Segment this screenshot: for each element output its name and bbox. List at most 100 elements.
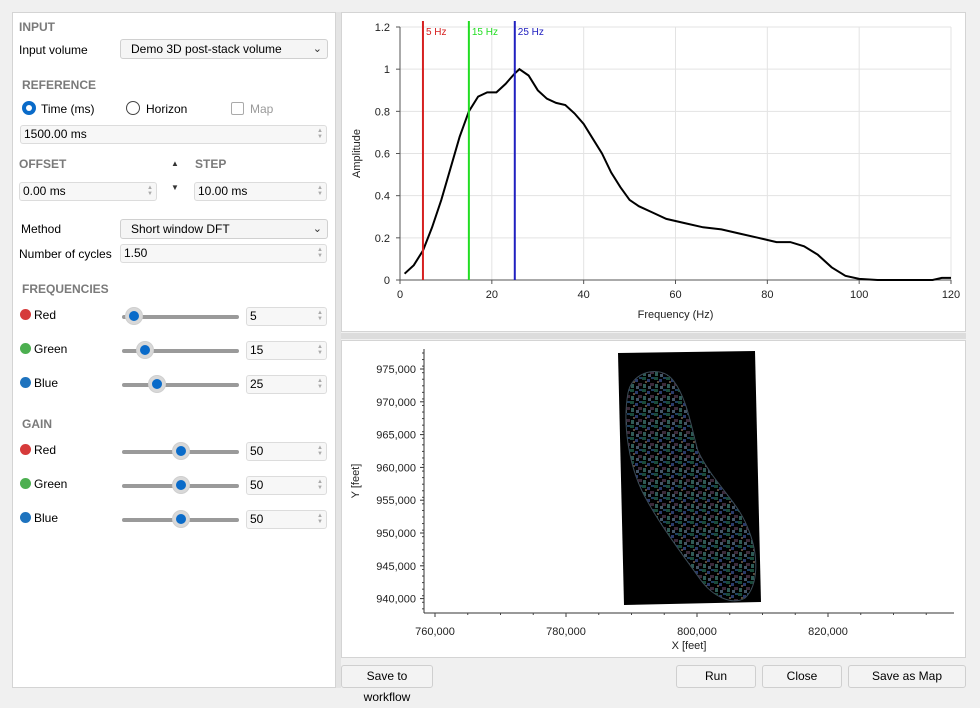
freq-blue-label: Blue [34,376,59,390]
x-tick-label: 760,000 [415,626,455,638]
y-tick-label: 1.2 [375,22,390,34]
chevron-down-icon: ⌄ [312,223,322,235]
gain-red-field[interactable]: 50 ▲ ▼ [246,442,327,461]
frequencies-section-title: FREQUENCIES [22,282,109,296]
y-tick-label: 0.2 [375,233,390,245]
arrow-up-icon[interactable]: ▲ [171,159,179,168]
reference-time-field[interactable]: 1500.00 ms ▲ ▼ [20,125,327,144]
red-dot-icon [20,309,31,320]
horizon-radio[interactable] [126,101,140,115]
blue-dot-icon [20,512,31,523]
method-value: Short window DFT [131,222,230,236]
x-tick-label: 120 [942,289,960,301]
map-checkbox[interactable] [231,102,244,115]
input-volume-label: Input volume [19,43,88,57]
spin-arrows-icon: ▲ ▼ [317,513,323,525]
chevron-down-icon: ⌄ [312,43,322,55]
freq-green-value: 15 [250,343,264,357]
save-to-workflow-button[interactable]: Save to workflow [341,665,433,704]
input-volume-select[interactable]: Demo 3D post-stack volume ⌄ [120,39,328,59]
gain-red-label: Red [34,443,57,457]
spin-arrows-icon: ▲ ▼ [317,185,323,197]
cycles-value: 1.50 [124,246,148,260]
y-tick-label: 970,000 [376,397,416,409]
green-dot-icon [20,478,31,489]
y-tick-label: 940,000 [376,594,416,606]
gain-red-value: 50 [250,444,264,458]
gain-blue-slider-thumb[interactable] [172,511,189,527]
method-select[interactable]: Short window DFT ⌄ [120,219,328,239]
gain-green-value: 50 [250,478,264,492]
offset-section-title: OFFSET [19,157,67,171]
spin-arrows-icon: ▲ ▼ [317,128,323,140]
close-button[interactable]: Close [762,665,842,688]
y-tick-label: 965,000 [376,430,416,442]
green-dot-icon [20,343,31,354]
save-as-map-button[interactable]: Save as Map [848,665,966,688]
x-tick-label: 820,000 [808,626,848,638]
reference-section-title: REFERENCE [22,78,97,92]
gain-red-slider-thumb[interactable] [172,443,189,459]
freq-green-slider-thumb[interactable] [137,342,154,358]
cycles-field[interactable]: 1.50 ▲ ▼ [120,244,327,263]
survey-amplitude-body [625,371,757,602]
map-view: 975,000 970,000 965,000 960,000 955,000 950,0… [350,349,954,652]
time-radio[interactable] [22,101,36,115]
freq-red-field[interactable]: 5 ▲ ▼ [246,307,327,326]
spin-arrows-icon: ▲ ▼ [317,378,323,390]
freq-red-slider[interactable] [122,315,239,319]
x-axis-label: X [feet] [672,640,707,652]
y-tick-label: 945,000 [376,561,416,573]
step-field[interactable]: 10.00 ms ▲ ▼ [194,182,327,201]
freq-blue-value: 25 [250,377,264,391]
x-tick-label: 40 [578,289,590,301]
offset-field[interactable]: 0.00 ms ▲ ▼ [19,182,157,201]
spin-arrows-icon: ▲ ▼ [317,344,323,356]
freq-red-label: Red [34,308,57,322]
step-value: 10.00 ms [198,184,248,198]
red-dot-icon [20,444,31,455]
x-tick-label: 0 [397,289,403,301]
y-tick-label: 960,000 [376,462,416,474]
x-tick-label: 780,000 [546,626,586,638]
spectrum-chart: 0 20 40 60 80 100 120 0 0.2 0.4 0.6 0.8 1 1.2 Frequenc… [351,21,960,321]
freq-green-slider[interactable] [122,349,239,353]
blue-dot-icon [20,377,31,388]
gain-green-slider-thumb[interactable] [172,477,189,493]
x-tick-label: 80 [761,289,773,301]
horizon-radio-label: Horizon [146,102,188,116]
settings-panel: INPUT Input volume Demo 3D post-stack vo… [12,12,336,688]
freq-red-slider-thumb[interactable] [125,308,142,324]
input-volume-value: Demo 3D post-stack volume [131,42,282,56]
y-tick-label: 1 [384,64,390,76]
method-label: Method [21,222,62,236]
y-tick-label: 975,000 [376,364,416,376]
y-tick-label: 0.4 [375,191,390,203]
map-panel: 975,000 970,000 965,000 960,000 955,000 950,0… [341,340,966,658]
reference-time-value: 1500.00 ms [24,127,87,141]
run-button[interactable]: Run [676,665,756,688]
map-checkbox-label: Map [250,102,274,116]
plot-splitter[interactable] [341,333,966,339]
gain-section-title: GAIN [22,417,52,431]
spin-arrows-icon: ▲ ▼ [317,479,323,491]
step-section-title: STEP [195,157,227,171]
x-tick-label: 60 [669,289,681,301]
amplitude-spectrum-line [403,67,951,281]
freq-blue-slider[interactable] [122,383,239,387]
gain-blue-field[interactable]: 50 ▲ ▼ [246,510,327,529]
freq-blue-field[interactable]: 25 ▲ ▼ [246,375,327,394]
freq-blue-slider-thumb[interactable] [149,376,166,392]
panel-splitter[interactable] [336,12,341,688]
y-tick-label: 0 [384,275,390,287]
offset-value: 0.00 ms [23,184,66,198]
gain-green-field[interactable]: 50 ▲ ▼ [246,476,327,495]
cycles-label: Number of cycles [19,247,112,261]
freq-green-field[interactable]: 15 ▲ ▼ [246,341,327,360]
x-tick-label: 800,000 [677,626,717,638]
x-axis-label: Frequency (Hz) [638,309,714,321]
freq-green-label: Green [34,342,68,356]
frequency-marker-label: 25 Hz [518,27,544,38]
arrow-down-icon[interactable]: ▼ [171,183,179,192]
y-tick-label: 0.6 [375,149,390,161]
